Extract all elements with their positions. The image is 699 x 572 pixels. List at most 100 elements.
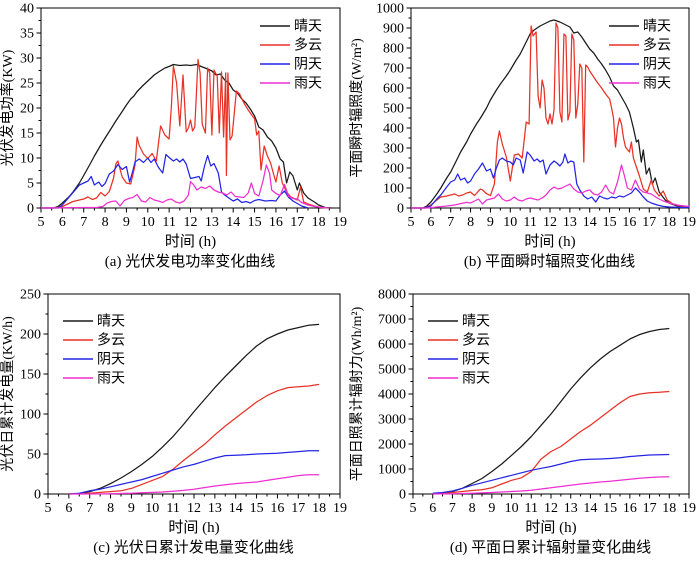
- x-tick-label: 14: [583, 215, 597, 230]
- y-tick-label: 0: [34, 488, 41, 503]
- x-tick-label: 18: [662, 501, 676, 516]
- y-tick-label: 600: [383, 82, 404, 97]
- x-tick-label: 7: [80, 215, 87, 230]
- x-tick-label: 7: [86, 501, 93, 516]
- x-axis-label-c: 时间 (h): [168, 519, 219, 536]
- chart-b-caption: (b) 平面瞬时辐照变化曲线: [463, 254, 636, 270]
- y-tick-label: 300: [383, 142, 404, 157]
- y-tick-label: 35: [20, 27, 34, 42]
- x-tick-label: 19: [333, 501, 347, 516]
- y-axis-b: 0 100 200 300 400 500 600 700 800 900 1000: [376, 2, 411, 217]
- y-tick-label: 6000: [378, 338, 406, 353]
- x-tick-label: 7: [449, 501, 456, 516]
- x-axis-c: 5 6 7 8 9 10 11 12 13 14 15 16 17 18 19: [45, 494, 347, 516]
- series-cloudy-line-b: [411, 22, 690, 209]
- chart-d-caption: (d) 平面日累计辐射量变化曲线: [449, 540, 652, 556]
- x-tick-label: 12: [543, 215, 557, 230]
- legend-label-rainy: 雨天: [462, 372, 490, 387]
- y-tick-label: 1000: [378, 463, 406, 478]
- x-axis-a: 5 6 7 8 9 10 11 12 13 14 15 16 17 18 19: [38, 208, 347, 230]
- y-tick-label: 40: [20, 2, 34, 17]
- y-tick-label: 0: [399, 488, 406, 503]
- legend-label-sunny: 晴天: [97, 314, 125, 330]
- x-tick-label: 17: [291, 501, 305, 516]
- series-sunny-line-a: [41, 63, 332, 209]
- y-axis-c: 0 50 100 150 200 250: [20, 288, 48, 503]
- y-tick-label: 2000: [378, 438, 406, 453]
- x-axis-label-d: 时间 (h): [525, 519, 576, 536]
- y-axis-label-c: 光伏日累计发电量(KW/h): [0, 316, 16, 472]
- plot-border-d: [412, 293, 690, 495]
- x-tick-label: 6: [59, 215, 66, 230]
- y-tick-label: 25: [20, 77, 34, 92]
- y-tick-label: 20: [20, 102, 34, 117]
- x-tick-label: 5: [45, 501, 52, 516]
- chart-c-caption: (c) 光伏日累计发电量变化曲线: [93, 540, 294, 556]
- y-tick-label: 4000: [378, 388, 406, 403]
- series-overcast-line-a: [41, 153, 309, 209]
- series-sunny-line-d: [432, 327, 670, 495]
- x-tick-label: 12: [187, 501, 201, 516]
- x-tick-label: 10: [141, 215, 155, 230]
- x-tick-label: 15: [250, 501, 264, 516]
- series-rainy-line-d: [432, 476, 670, 495]
- y-tick-label: 0: [397, 202, 404, 217]
- x-tick-label: 17: [642, 215, 656, 230]
- legend-label-overcast: 阴天: [643, 57, 671, 73]
- legend-label-cloudy: 多云: [294, 37, 322, 54]
- legend-label-sunny: 晴天: [294, 19, 322, 35]
- x-tick-label: 12: [544, 501, 558, 516]
- y-axis-label-d: 平面日照累计辐射力(Wh/m²): [349, 306, 365, 481]
- legend-label-sunny: 晴天: [643, 19, 671, 35]
- x-tick-label: 13: [564, 501, 578, 516]
- x-tick-label: 16: [270, 501, 284, 516]
- x-tick-label: 18: [662, 215, 676, 230]
- x-tick-label: 17: [290, 215, 304, 230]
- legend-label-overcast: 阴天: [294, 57, 322, 73]
- y-tick-label: 700: [383, 62, 404, 77]
- x-tick-label: 8: [469, 501, 476, 516]
- x-tick-label: 9: [123, 215, 130, 230]
- series-cloudy-line-a: [41, 58, 328, 209]
- x-axis-b: 5 6 7 8 9 10 11 12 13 14 15 16 17 18 19: [408, 208, 696, 230]
- y-axis-d: 0 1000 2000 3000 4000 5000 6000 7000 8000: [378, 288, 413, 503]
- x-tick-label: 5: [38, 215, 45, 230]
- legend-label-sunny: 晴天: [462, 314, 490, 330]
- y-tick-label: 100: [383, 182, 404, 197]
- x-tick-label: 10: [503, 215, 517, 230]
- x-tick-label: 11: [525, 501, 538, 516]
- x-tick-label: 10: [145, 501, 159, 516]
- y-tick-label: 7000: [378, 313, 406, 328]
- legend-label-cloudy: 多云: [462, 332, 490, 349]
- y-tick-label: 250: [20, 288, 41, 303]
- x-tick-label: 14: [226, 215, 240, 230]
- chart-cell-b: 0 100 200 300 400 500 600 700 800 900 1000 5 6 7 8 9 10 1…: [349, 0, 698, 286]
- y-tick-label: 30: [20, 52, 34, 67]
- x-tick-label: 13: [208, 501, 222, 516]
- y-tick-label: 400: [383, 122, 404, 137]
- y-tick-label: 800: [383, 42, 404, 57]
- y-tick-label: 200: [20, 328, 41, 343]
- y-tick-label: 50: [27, 448, 41, 463]
- x-tick-label: 9: [128, 501, 135, 516]
- chart-a-caption: (a) 光伏发电功率变化曲线: [104, 254, 276, 270]
- x-tick-label: 16: [269, 215, 283, 230]
- x-tick-label: 18: [312, 501, 326, 516]
- series-rainy-line-c: [68, 474, 320, 495]
- x-tick-label: 9: [487, 215, 494, 230]
- x-tick-label: 6: [427, 215, 434, 230]
- x-tick-label: 15: [603, 501, 617, 516]
- x-tick-label: 8: [107, 501, 114, 516]
- series-overcast-line-d: [432, 453, 670, 494]
- x-tick-label: 5: [410, 501, 417, 516]
- series-sunny-line-b: [411, 19, 690, 209]
- x-axis-label-b: 时间 (h): [524, 233, 575, 250]
- x-tick-label: 15: [248, 215, 262, 230]
- x-tick-label: 11: [166, 501, 179, 516]
- legend-label-overcast: 阴天: [97, 352, 125, 368]
- y-tick-label: 150: [20, 368, 41, 383]
- x-tick-label: 10: [505, 501, 519, 516]
